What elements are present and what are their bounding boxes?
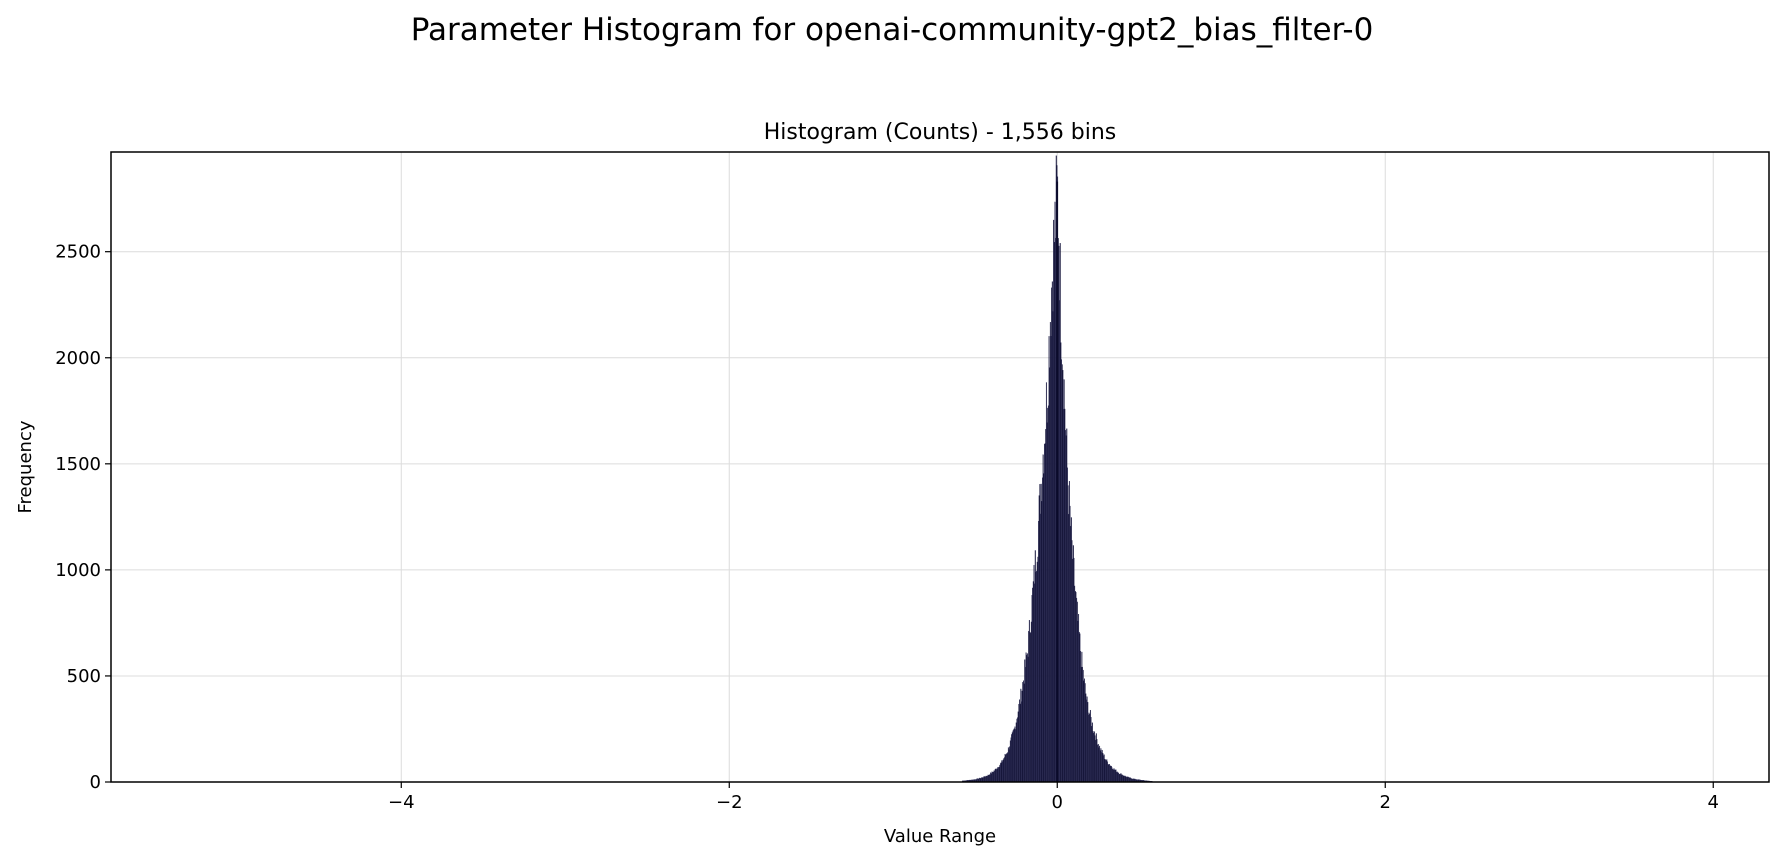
y-tick-label-0: 0 <box>90 772 101 793</box>
histogram-bar-peak <box>1056 181 1059 783</box>
y-tick-label-3: 1500 <box>55 454 101 475</box>
y-tick-label-2: 1000 <box>55 560 101 581</box>
x-tick-label-2: 0 <box>1052 792 1063 813</box>
x-tick-label-3: 2 <box>1380 792 1391 813</box>
x-axis-label: Value Range <box>884 826 996 847</box>
x-axis-ticks: −4 −2 0 2 4 <box>388 782 1719 813</box>
plot-frame <box>110 151 1770 783</box>
figure-suptitle: Parameter Histogram for openai-community… <box>411 12 1374 48</box>
y-tick-label-1: 500 <box>67 666 101 687</box>
histogram-bars <box>961 155 1153 783</box>
x-tick-label-1: −2 <box>716 792 743 813</box>
x-tick-label-4: 4 <box>1708 792 1719 813</box>
y-tick-label-4: 2000 <box>55 348 101 369</box>
x-tick-label-0: −4 <box>388 792 415 813</box>
y-tick-label-5: 2500 <box>55 242 101 263</box>
grid-lines <box>111 152 1769 783</box>
y-axis-ticks: 0 500 1000 1500 2000 2500 <box>55 242 111 793</box>
y-axis-label: Frequency <box>15 420 36 513</box>
axes-title: Histogram (Counts) - 1,556 bins <box>764 120 1116 145</box>
